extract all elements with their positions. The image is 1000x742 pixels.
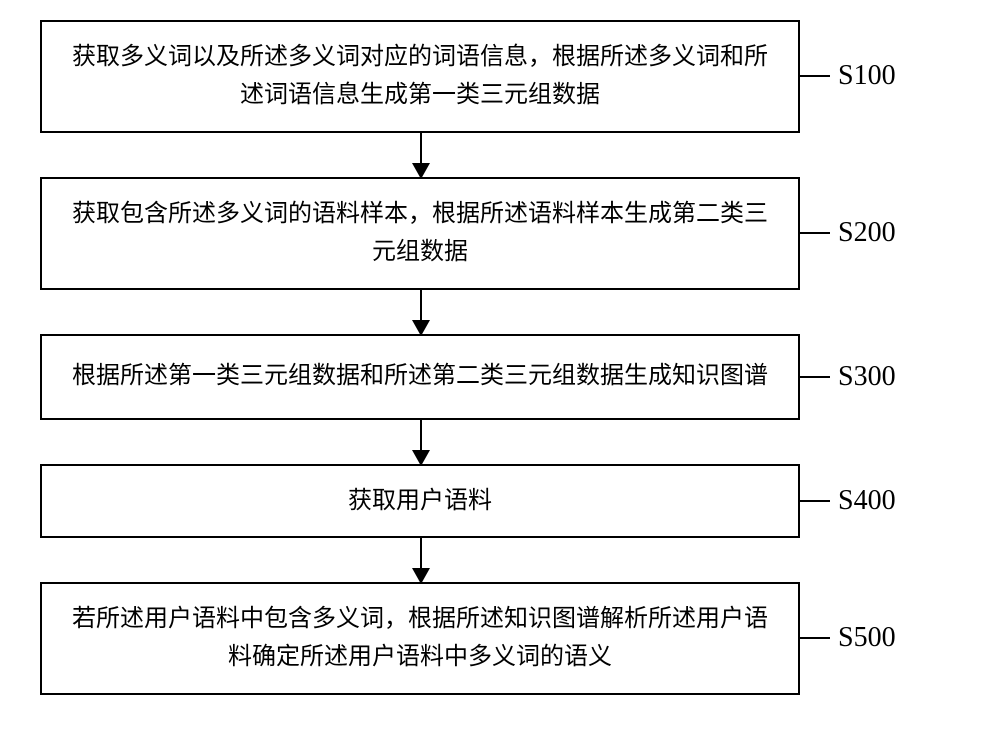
step-label-s100: S100 xyxy=(838,60,896,92)
flowchart-container: 获取多义词以及所述多义词对应的词语信息，根据所述多义词和所述词语信息生成第一类三… xyxy=(40,20,960,695)
connector-line xyxy=(800,500,830,502)
arrow-s200-s300 xyxy=(40,290,960,334)
step-box-s100: 获取多义词以及所述多义词对应的词语信息，根据所述多义词和所述词语信息生成第一类三… xyxy=(40,20,800,133)
arrow-s400-s500 xyxy=(40,538,960,582)
arrow-s100-s200 xyxy=(40,133,960,177)
arrow-s300-s400 xyxy=(40,420,960,464)
arrow-icon xyxy=(420,420,422,464)
arrow-icon xyxy=(420,538,422,582)
step-row-s500: 若所述用户语料中包含多义词，根据所述知识图谱解析所述用户语料确定所述用户语料中多… xyxy=(40,582,960,695)
step-label-s300: S300 xyxy=(838,361,896,393)
step-text: 获取用户语料 xyxy=(348,482,492,520)
step-row-s300: 根据所述第一类三元组数据和所述第二类三元组数据生成知识图谱 S300 xyxy=(40,334,960,420)
step-row-s100: 获取多义词以及所述多义词对应的词语信息，根据所述多义词和所述词语信息生成第一类三… xyxy=(40,20,960,133)
step-label-s500: S500 xyxy=(838,622,896,654)
step-box-s300: 根据所述第一类三元组数据和所述第二类三元组数据生成知识图谱 xyxy=(40,334,800,420)
step-row-s400: 获取用户语料 S400 xyxy=(40,464,960,538)
step-label-s400: S400 xyxy=(838,485,896,517)
step-row-s200: 获取包含所述多义词的语料样本，根据所述语料样本生成第二类三元组数据 S200 xyxy=(40,177,960,290)
connector-line xyxy=(800,637,830,639)
connector-line xyxy=(800,75,830,77)
step-text: 获取包含所述多义词的语料样本，根据所述语料样本生成第二类三元组数据 xyxy=(62,195,778,272)
step-text: 根据所述第一类三元组数据和所述第二类三元组数据生成知识图谱 xyxy=(72,357,768,395)
step-text: 若所述用户语料中包含多义词，根据所述知识图谱解析所述用户语料确定所述用户语料中多… xyxy=(62,600,778,677)
step-box-s400: 获取用户语料 xyxy=(40,464,800,538)
connector-line xyxy=(800,232,830,234)
connector-line xyxy=(800,376,830,378)
step-text: 获取多义词以及所述多义词对应的词语信息，根据所述多义词和所述词语信息生成第一类三… xyxy=(62,38,778,115)
step-box-s500: 若所述用户语料中包含多义词，根据所述知识图谱解析所述用户语料确定所述用户语料中多… xyxy=(40,582,800,695)
arrow-icon xyxy=(420,290,422,334)
arrow-icon xyxy=(420,133,422,177)
step-label-s200: S200 xyxy=(838,217,896,249)
step-box-s200: 获取包含所述多义词的语料样本，根据所述语料样本生成第二类三元组数据 xyxy=(40,177,800,290)
